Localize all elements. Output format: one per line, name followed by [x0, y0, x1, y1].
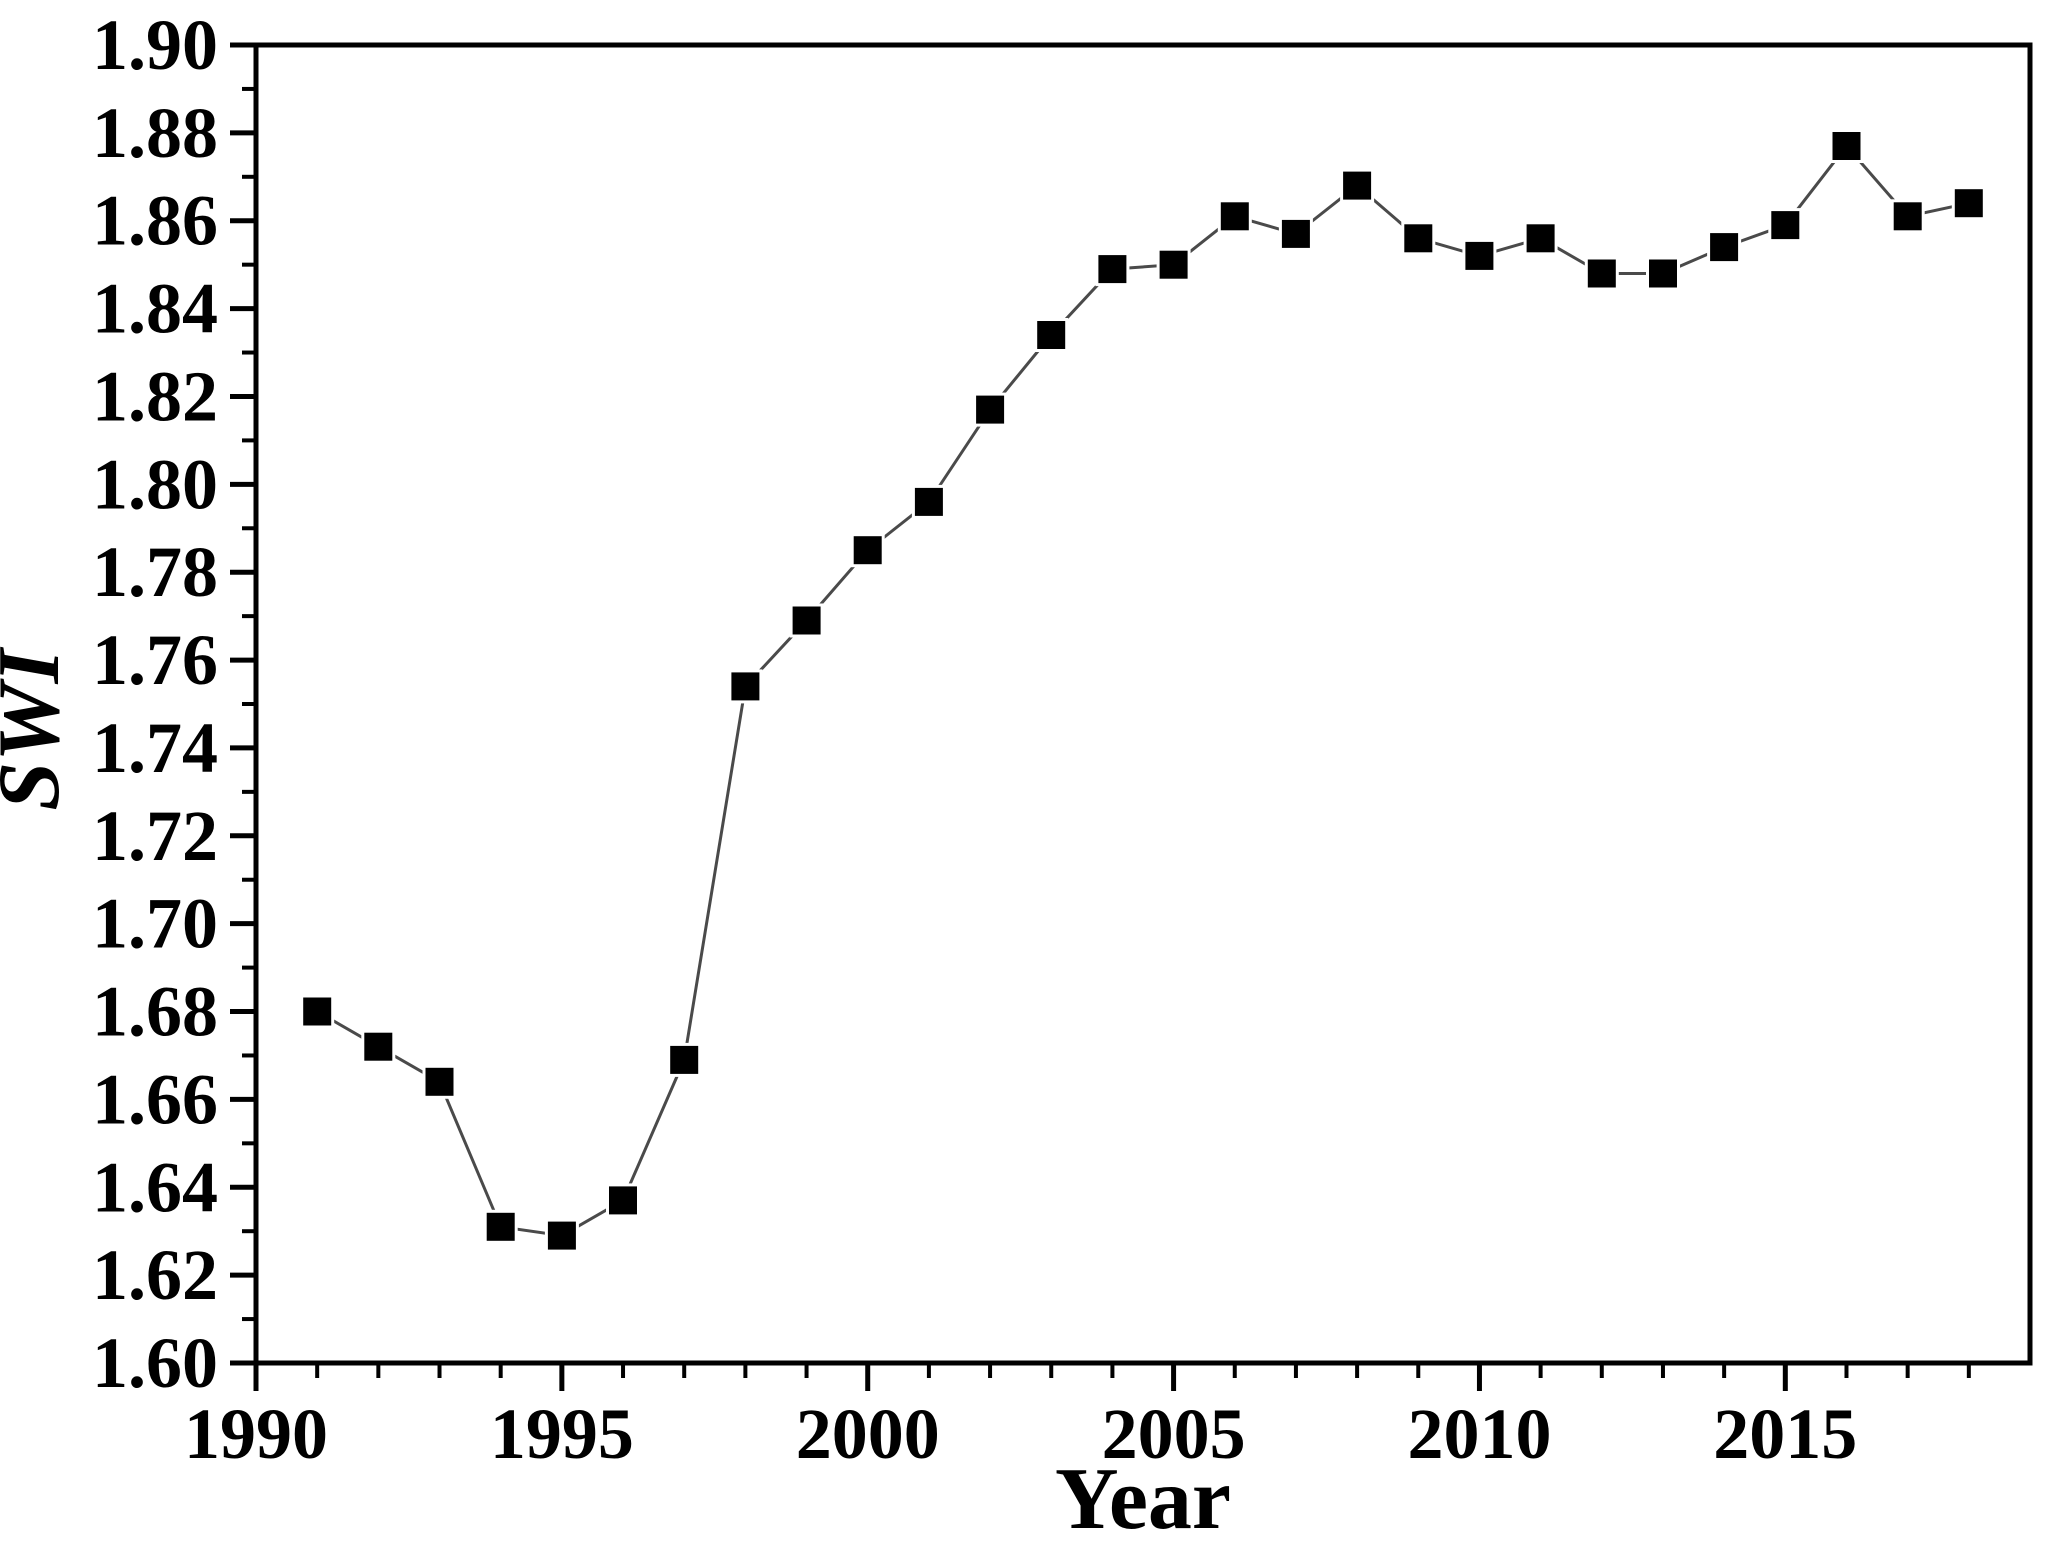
y-tick-label-1.90: 1.90	[92, 5, 218, 85]
y-tick-label-1.72: 1.72	[92, 796, 218, 876]
y-tick-label-1.78: 1.78	[92, 532, 218, 612]
data-point-2016	[1829, 129, 1864, 163]
y-tick-label-1.60: 1.60	[92, 1323, 218, 1403]
data-point-2005	[1156, 247, 1191, 282]
x-tick-label-2000: 2000	[796, 1394, 940, 1474]
y-tick-label-1.88: 1.88	[92, 93, 218, 173]
y-tick-label-1.80: 1.80	[92, 444, 218, 524]
y-axis-title: SWI	[0, 647, 78, 811]
y-axis: 1.601.621.641.661.681.701.721.741.761.78…	[92, 5, 256, 1403]
data-point-2007	[1278, 216, 1313, 251]
data-point-1991	[300, 994, 335, 1029]
x-tick-label-2015: 2015	[1713, 1394, 1857, 1474]
data-point-2001	[911, 484, 946, 519]
data-point-1993	[422, 1064, 457, 1099]
data-point-1999	[789, 603, 824, 638]
data-point-2018	[1951, 186, 1986, 221]
data-point-2000	[850, 533, 885, 568]
data-point-2014	[1707, 230, 1742, 265]
y-tick-label-1.70: 1.70	[92, 884, 218, 964]
x-axis-title: Year	[1055, 1451, 1231, 1548]
y-tick-label-1.84: 1.84	[92, 269, 218, 349]
y-tick-label-1.74: 1.74	[92, 708, 218, 788]
data-point-2003	[1034, 318, 1069, 352]
data-point-2009	[1401, 221, 1436, 256]
y-tick-label-1.62: 1.62	[92, 1235, 218, 1315]
data-point-2013	[1646, 256, 1680, 291]
data-point-2015	[1768, 208, 1803, 243]
y-tick-label-1.64: 1.64	[92, 1147, 218, 1227]
data-point-2002	[973, 392, 1008, 427]
data-point-1997	[667, 1042, 702, 1077]
data-point-2012	[1584, 256, 1619, 291]
y-tick-label-1.66: 1.66	[92, 1059, 218, 1139]
data-point-2017	[1890, 199, 1925, 234]
data-point-1996	[606, 1183, 640, 1218]
x-tick-label-2010: 2010	[1407, 1394, 1551, 1474]
data-point-1998	[728, 669, 763, 704]
y-tick-label-1.76: 1.76	[92, 620, 218, 700]
data-point-2010	[1462, 238, 1497, 273]
x-tick-label-1995: 1995	[490, 1394, 634, 1474]
data-point-2006	[1217, 199, 1252, 234]
data-point-1994	[483, 1209, 518, 1244]
data-point-2011	[1523, 221, 1558, 256]
y-tick-label-1.82: 1.82	[92, 356, 218, 436]
data-point-2004	[1095, 252, 1130, 287]
series-line	[316, 143, 1970, 1238]
data-point-2008	[1340, 168, 1375, 203]
y-tick-label-1.68: 1.68	[92, 972, 218, 1052]
y-tick-label-1.86: 1.86	[92, 181, 218, 261]
x-axis: 1990 1995 2000 2005 2010 2015	[184, 1363, 1971, 1474]
x-tick-label-1990: 1990	[184, 1394, 328, 1474]
data-series	[300, 129, 1986, 1253]
x-tick-label-2005: 2005	[1102, 1394, 1246, 1474]
data-point-1995	[544, 1218, 579, 1253]
plot-border	[253, 42, 2033, 1366]
data-point-1992	[361, 1029, 396, 1064]
